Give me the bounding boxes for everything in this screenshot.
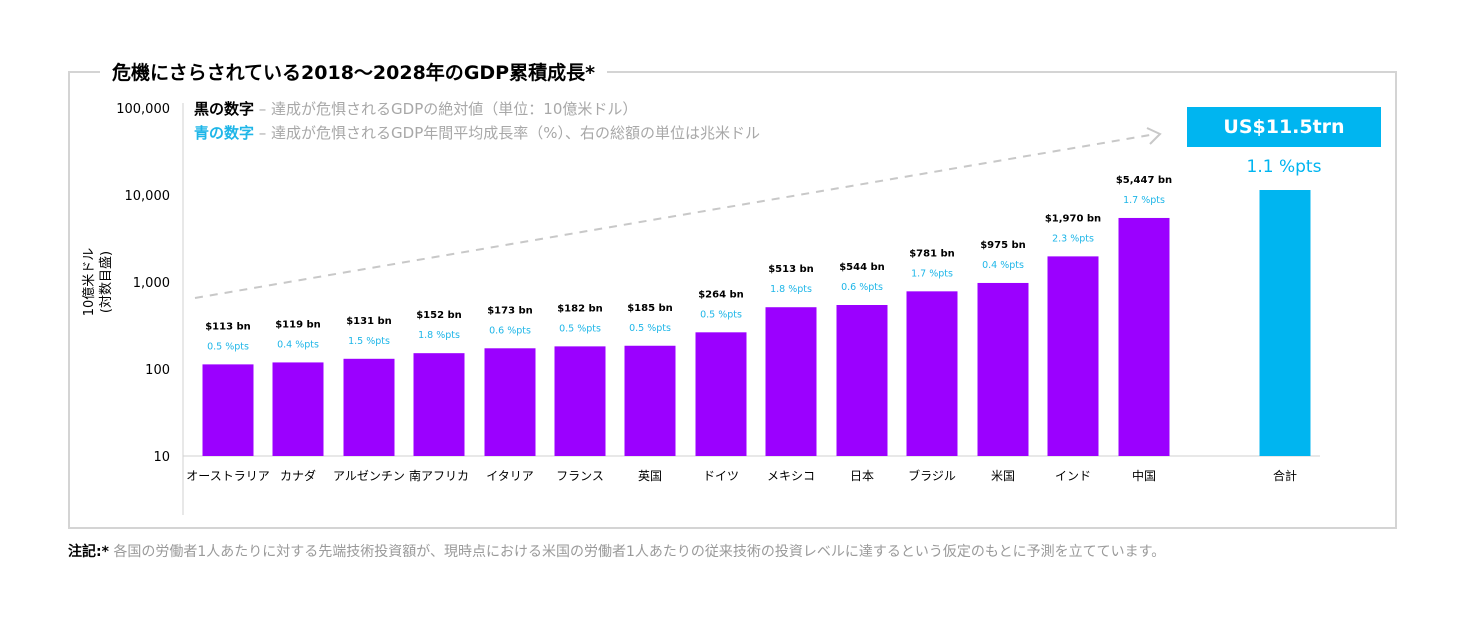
x-tick-label: アルゼンチン xyxy=(333,469,405,483)
rate-label: 0.5 %pts xyxy=(629,323,671,334)
value-label: $264 bn xyxy=(698,289,744,300)
rate-label: 0.5 %pts xyxy=(207,341,249,352)
value-label: $5,447 bn xyxy=(1116,175,1172,186)
x-tick-label: 英国 xyxy=(638,469,662,483)
bar-9 xyxy=(765,307,817,456)
footnote-text: 各国の労働者1人あたりに対する先端技術投資額が、現時点における米国の労働者1人あ… xyxy=(108,544,1166,560)
bar-7 xyxy=(624,345,676,456)
footnote-label: 注記:* xyxy=(68,544,109,560)
value-label: $1,970 bn xyxy=(1045,213,1101,224)
legend-blue: 青の数字 – 達成が危惧されるGDP年間平均成長率（%）、右の総額の単位は兆米ド… xyxy=(194,122,760,143)
rate-label: 1.8 %pts xyxy=(418,330,460,341)
x-tick-label: フランス xyxy=(556,469,604,483)
rate-label: 2.3 %pts xyxy=(1052,233,1094,244)
value-label: $975 bn xyxy=(980,240,1026,251)
value-label: $185 bn xyxy=(627,303,673,314)
rate-label: 0.6 %pts xyxy=(841,282,883,293)
rate-label: 0.4 %pts xyxy=(277,339,319,350)
y-tick-label: 10 xyxy=(153,450,170,465)
value-label: $513 bn xyxy=(768,264,814,275)
bar-4 xyxy=(413,353,465,456)
x-tick-label: ドイツ xyxy=(703,469,739,483)
y-tick-label: 100,000 xyxy=(116,102,170,117)
chart-title: 危機にさらされている2018～2028年のGDP累積成長* xyxy=(100,58,608,85)
value-label: $131 bn xyxy=(346,316,392,327)
legend-blue-key: 青の数字 xyxy=(194,124,255,142)
bar-13 xyxy=(1047,256,1099,456)
x-tick-label: カナダ xyxy=(280,468,316,483)
bar-10 xyxy=(836,305,888,456)
growth-arrow-head xyxy=(1146,127,1162,145)
growth-arrow-line xyxy=(194,134,1151,299)
bar-8 xyxy=(695,332,747,456)
y-tick-label: 10,000 xyxy=(125,189,171,204)
bar-1 xyxy=(202,364,254,456)
chart-frame xyxy=(68,71,1397,529)
bar-14 xyxy=(1118,217,1170,456)
rate-label: 0.6 %pts xyxy=(489,325,531,336)
x-tick-label: 合計 xyxy=(1273,468,1297,483)
value-label: $173 bn xyxy=(487,305,533,316)
bar-15 xyxy=(1259,190,1311,456)
rate-label: 1.8 %pts xyxy=(770,284,812,295)
x-tick-label: 中国 xyxy=(1132,468,1156,483)
footnote: 注記:* 各国の労働者1人あたりに対する先端技術投資額が、現時点における米国の労… xyxy=(68,541,1165,561)
y-axis-title: 10億米ドル xyxy=(81,248,97,317)
total-value-box: US$11.5trn xyxy=(1187,107,1381,147)
value-label: $113 bn xyxy=(205,321,251,332)
bar-5 xyxy=(484,348,536,456)
bar-3 xyxy=(343,358,395,456)
value-label: $544 bn xyxy=(839,262,885,273)
value-label: $781 bn xyxy=(909,248,955,259)
rate-label: 1.5 %pts xyxy=(348,336,390,347)
rate-label: 1.7 %pts xyxy=(911,268,953,279)
legend-blue-desc: – 達成が危惧されるGDP年間平均成長率（%）、右の総額の単位は兆米ドル xyxy=(254,124,761,142)
x-tick-label: メキシコ xyxy=(767,469,815,483)
legend-black: 黒の数字 – 達成が危惧されるGDPの絶対値（単位：10億米ドル） xyxy=(194,98,637,119)
x-tick-label: イタリア xyxy=(486,469,534,483)
bar-12 xyxy=(977,282,1029,456)
x-tick-label: 米国 xyxy=(991,469,1015,483)
y-tick-label: 1,000 xyxy=(133,276,170,291)
y-axis-title: (対数目盛) xyxy=(99,251,114,313)
x-tick-label: オーストラリア xyxy=(186,469,269,483)
x-tick-label: 日本 xyxy=(850,469,874,483)
bar-2 xyxy=(272,362,324,456)
y-tick-label: 100 xyxy=(145,363,170,378)
rate-label: 0.5 %pts xyxy=(700,309,742,320)
value-label: $119 bn xyxy=(275,319,321,330)
total-rate-label: 1.1 %pts xyxy=(1246,157,1322,177)
bar-11 xyxy=(906,291,958,456)
value-label: $152 bn xyxy=(416,310,462,321)
x-tick-label: 南アフリカ xyxy=(409,468,469,483)
rate-label: 0.5 %pts xyxy=(559,323,601,334)
value-label: $182 bn xyxy=(557,303,603,314)
x-tick-label: ブラジル xyxy=(908,468,956,483)
legend-black-desc: – 達成が危惧されるGDPの絶対値（単位：10億米ドル） xyxy=(254,100,638,118)
legend-black-key: 黒の数字 xyxy=(194,100,255,118)
bar-6 xyxy=(554,346,606,456)
rate-label: 1.7 %pts xyxy=(1123,195,1165,206)
x-tick-label: インド xyxy=(1055,469,1091,483)
rate-label: 0.4 %pts xyxy=(982,260,1024,271)
